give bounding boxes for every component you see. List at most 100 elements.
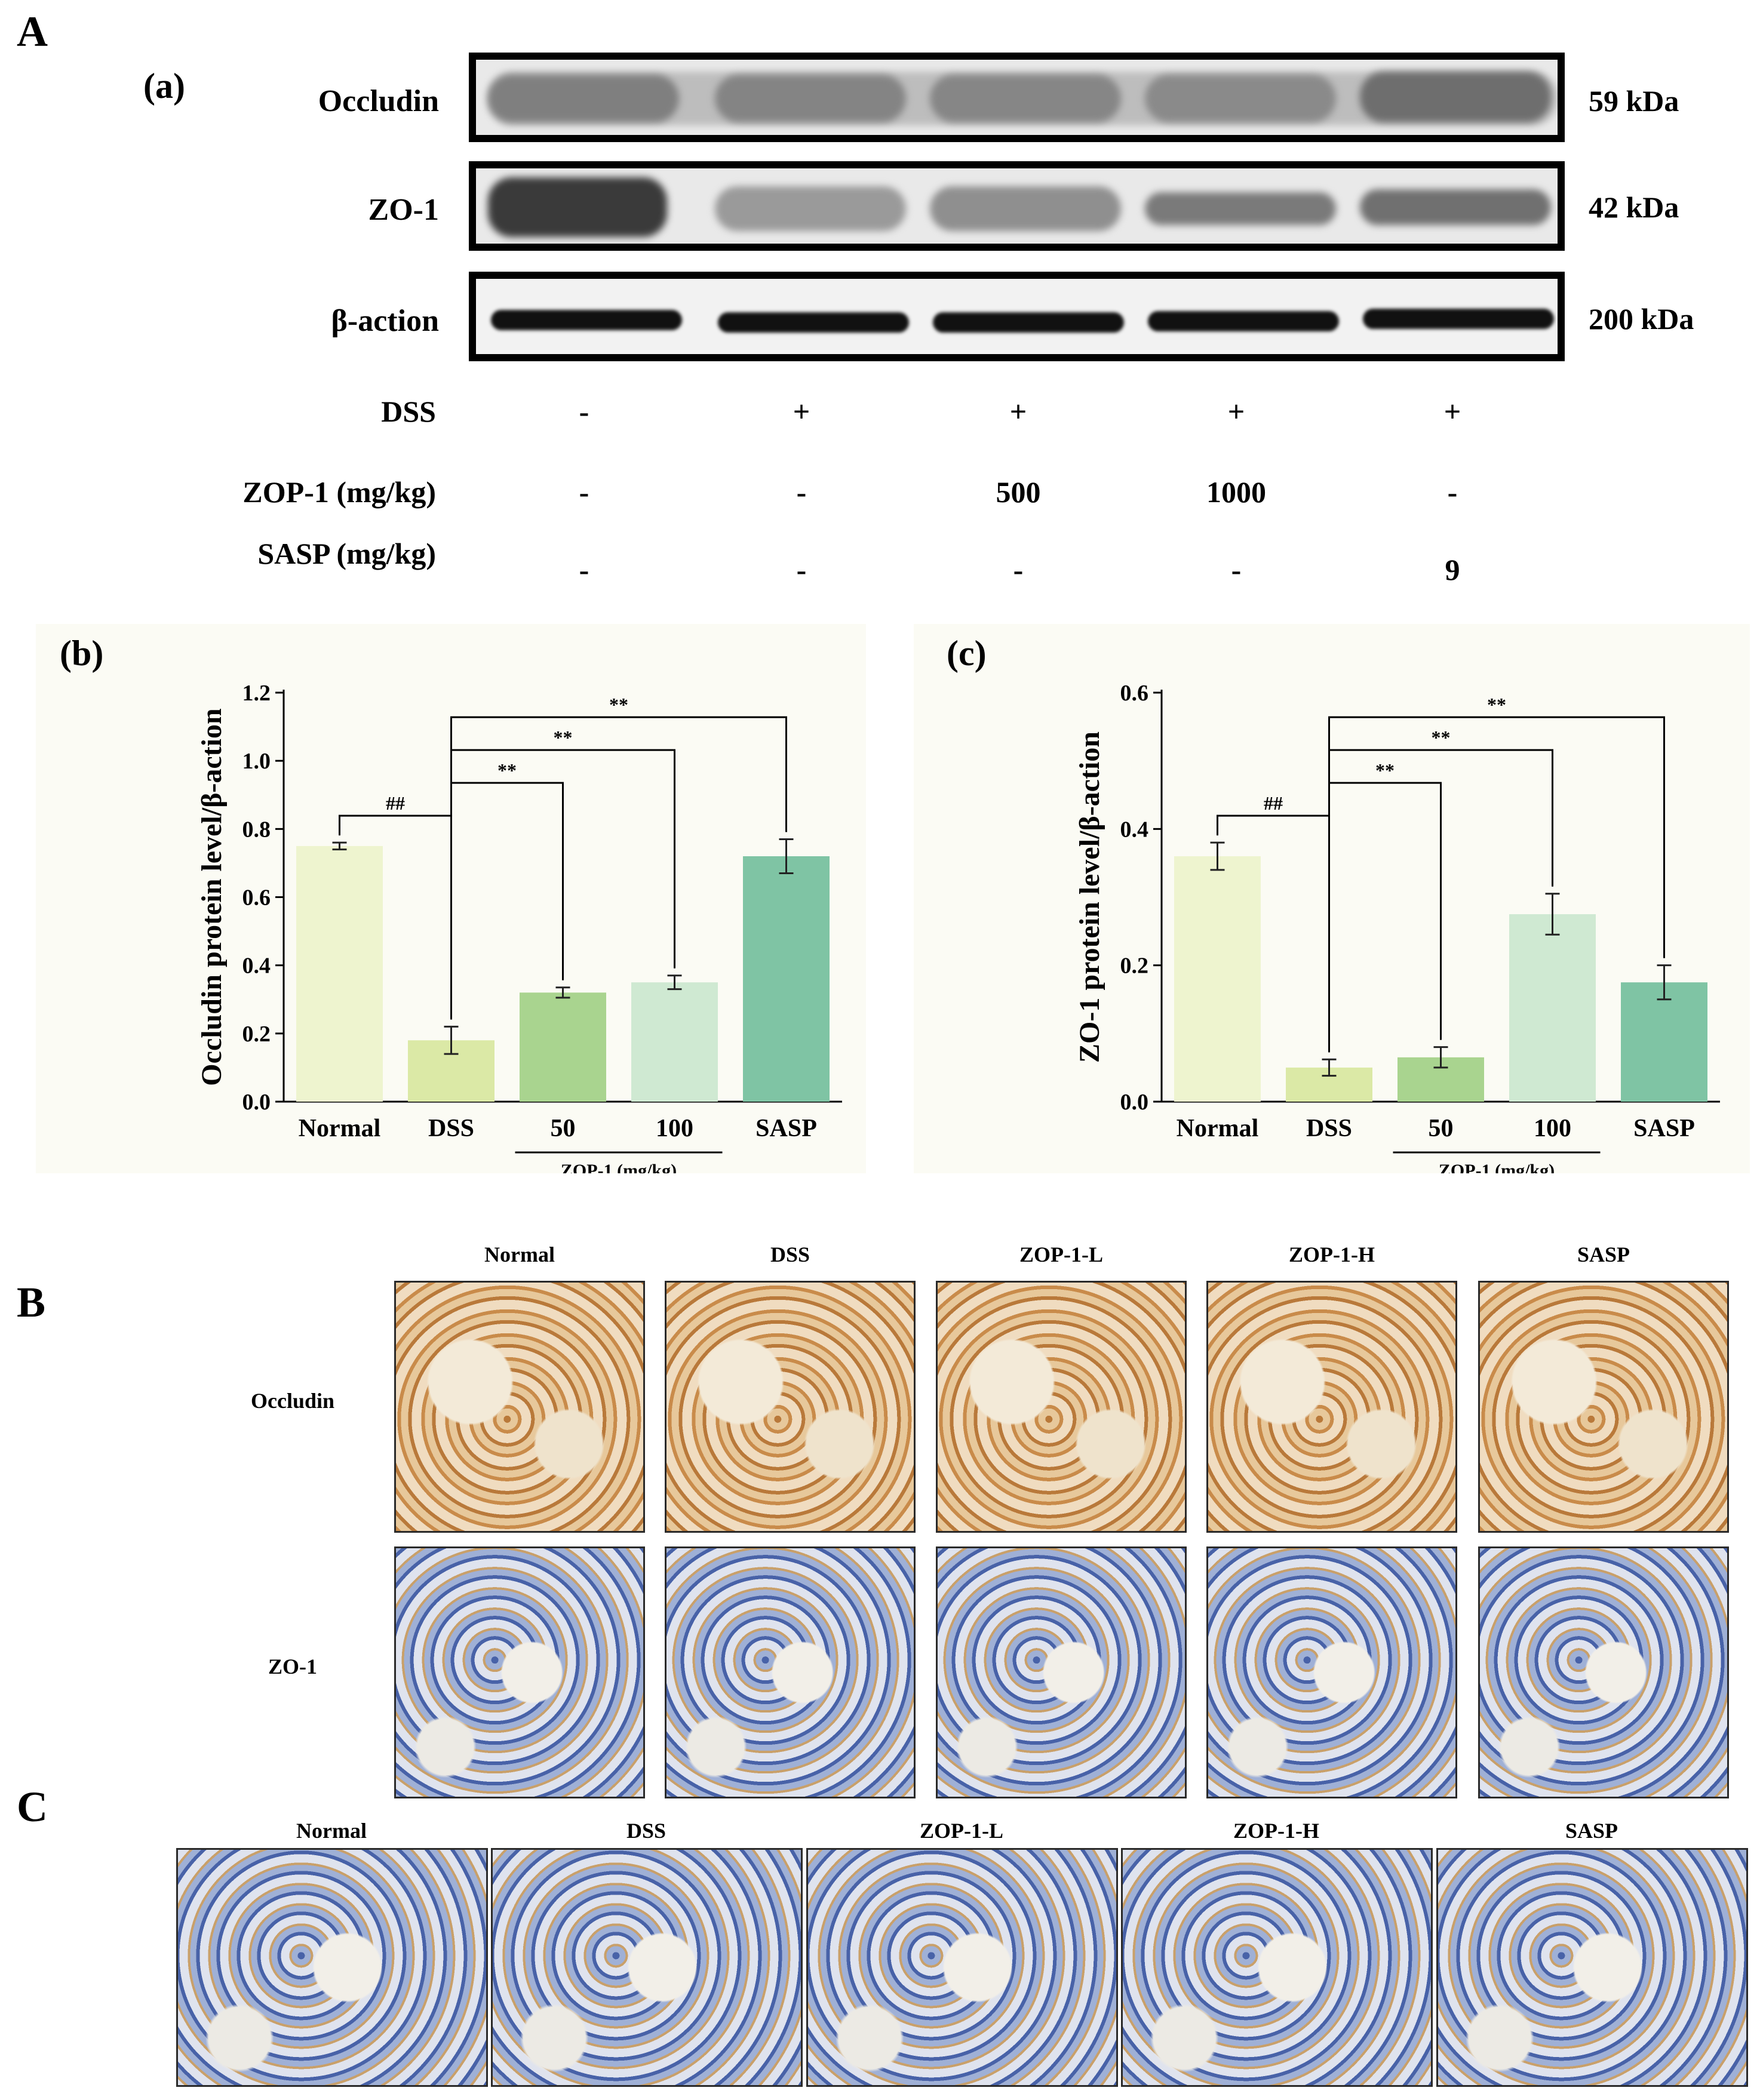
bar-sasp [1621, 982, 1707, 1102]
condition-value: - [1013, 553, 1024, 586]
condition-value: - [579, 475, 589, 509]
histology-c-image [491, 1848, 803, 2087]
histology-b-occludin-image [1206, 1281, 1457, 1533]
histology-c-image [1121, 1848, 1433, 2087]
bar-100 [631, 982, 718, 1102]
condition-value: 1000 [1206, 475, 1266, 509]
histology-b-zo1-image [394, 1546, 645, 1798]
y-tick-label: 0.6 [242, 885, 271, 911]
histology-b-column-label: Normal [484, 1243, 555, 1266]
significance-label: ** [1375, 760, 1395, 781]
y-tick-label: 0.2 [242, 1022, 271, 1047]
y-axis-label: Occludin protein level/β-action [196, 708, 228, 1086]
y-tick-label: 1.2 [242, 681, 271, 706]
x-tick-label: Normal [299, 1115, 381, 1142]
condition-value: + [1443, 395, 1461, 428]
condition-value: - [1231, 553, 1242, 586]
histology-b-row-label: Occludin [250, 1389, 335, 1413]
blot-row-label-beta-actin: β-action [331, 304, 439, 338]
histology-c-column-label: SASP [1565, 1819, 1618, 1843]
significance-label: ** [609, 694, 628, 715]
bar-normal [1174, 856, 1261, 1102]
histology-b-zo1-image [936, 1546, 1187, 1798]
histology-b-occludin-image [665, 1281, 916, 1533]
chart-c: 0.0 0.2 0.4 0.6 ZO-1 protein level/β-action N… [1074, 681, 1720, 1173]
bar-sasp [743, 856, 830, 1102]
panel-label-c: (c) [947, 634, 987, 673]
histology-b-occludin-image [394, 1281, 645, 1533]
histology-b-column-label: ZOP-1-L [1019, 1243, 1103, 1266]
blot-kda-zo1: 42 kDa [1589, 190, 1679, 224]
histology-c-column-label: DSS [626, 1819, 666, 1843]
histology-b-column-label: ZOP-1-H [1289, 1243, 1375, 1266]
blot-zo1 [469, 161, 1565, 251]
group-label: ZOP-1 (mg/kg) [1439, 1161, 1555, 1173]
y-tick-label: 0.2 [1120, 954, 1149, 979]
histology-c-image [806, 1848, 1118, 2087]
blot-occludin [469, 53, 1565, 142]
y-tick-label: 0.4 [1120, 817, 1149, 842]
condition-label-dss: DSS [381, 395, 436, 428]
panel-label-A: A [17, 8, 48, 56]
significance-bracket [450, 782, 564, 1020]
condition-value: 500 [996, 475, 1041, 509]
panel-label-b: (b) [60, 634, 104, 673]
condition-value: 9 [1445, 553, 1460, 586]
group-label: ZOP-1 (mg/kg) [561, 1161, 677, 1173]
blot-kda-beta-actin: 200 kDa [1589, 302, 1694, 336]
significance-label: ## [386, 792, 405, 814]
blot-row-label-occludin: Occludin [318, 84, 439, 118]
condition-value: + [1009, 395, 1027, 428]
panel-label-C: C [17, 1783, 48, 1831]
significance-label: ## [1264, 792, 1283, 814]
condition-label-sasp: SASP (mg/kg) [257, 537, 436, 570]
x-tick-label: Normal [1177, 1115, 1259, 1142]
condition-value: - [1447, 475, 1458, 509]
histology-b-zo1-image [1206, 1546, 1457, 1798]
bar-normal [296, 845, 383, 1102]
y-tick-label: 1.0 [242, 749, 271, 774]
histology-b-row-label: ZO-1 [268, 1655, 317, 1678]
bar-100 [1509, 914, 1596, 1102]
significance-label: ** [554, 727, 573, 748]
significance-label: ** [497, 760, 517, 781]
histology-b-occludin-image [936, 1281, 1187, 1533]
condition-value: - [579, 553, 589, 586]
histology-b-zo1-image [665, 1546, 916, 1798]
histology-c-column-label: ZOP-1-H [1233, 1819, 1319, 1843]
histology-b-column-label: SASP [1577, 1243, 1630, 1266]
y-tick-label: 0.0 [1120, 1090, 1149, 1115]
blot-kda-occludin: 59 kDa [1589, 84, 1679, 118]
significance-label: ** [1432, 727, 1451, 748]
significance-bracket [450, 716, 787, 1020]
x-tick-label: 100 [1534, 1115, 1571, 1142]
condition-value: - [796, 475, 807, 509]
condition-value: + [793, 395, 810, 428]
significance-bracket [1328, 716, 1665, 1053]
histology-b-occludin-image [1478, 1281, 1729, 1533]
histology-c-image [1436, 1848, 1748, 2087]
x-tick-label: 50 [551, 1115, 576, 1142]
histology-c-column-label: ZOP-1-L [920, 1819, 1003, 1843]
x-tick-label: 100 [656, 1115, 693, 1142]
y-tick-label: 0.0 [242, 1090, 271, 1115]
bar-50 [520, 992, 606, 1102]
condition-label-zop1: ZOP-1 (mg/kg) [242, 475, 436, 509]
chart-b: 0.0 0.2 0.4 0.6 0.8 1.0 1.2 Occludin protein le… [196, 681, 842, 1173]
x-tick-label: DSS [1306, 1115, 1352, 1142]
y-tick-label: 0.4 [242, 954, 271, 979]
x-tick-label: DSS [428, 1115, 474, 1142]
histology-b-column-label: DSS [770, 1243, 810, 1266]
blot-beta-actin [469, 272, 1565, 361]
panel-label-B: B [17, 1278, 46, 1326]
x-tick-label: 50 [1429, 1115, 1454, 1142]
significance-bracket [1328, 782, 1442, 1053]
histology-b-zo1-image [1478, 1546, 1729, 1798]
histology-c-column-label: Normal [296, 1819, 367, 1843]
panel-label-a: (a) [143, 66, 185, 106]
blot-row-label-zo1: ZO-1 [368, 193, 439, 227]
condition-value: + [1227, 395, 1245, 428]
y-tick-label: 0.8 [242, 817, 271, 842]
x-tick-label: SASP [755, 1115, 817, 1142]
y-axis-label: ZO-1 protein level/β-action [1074, 731, 1105, 1063]
